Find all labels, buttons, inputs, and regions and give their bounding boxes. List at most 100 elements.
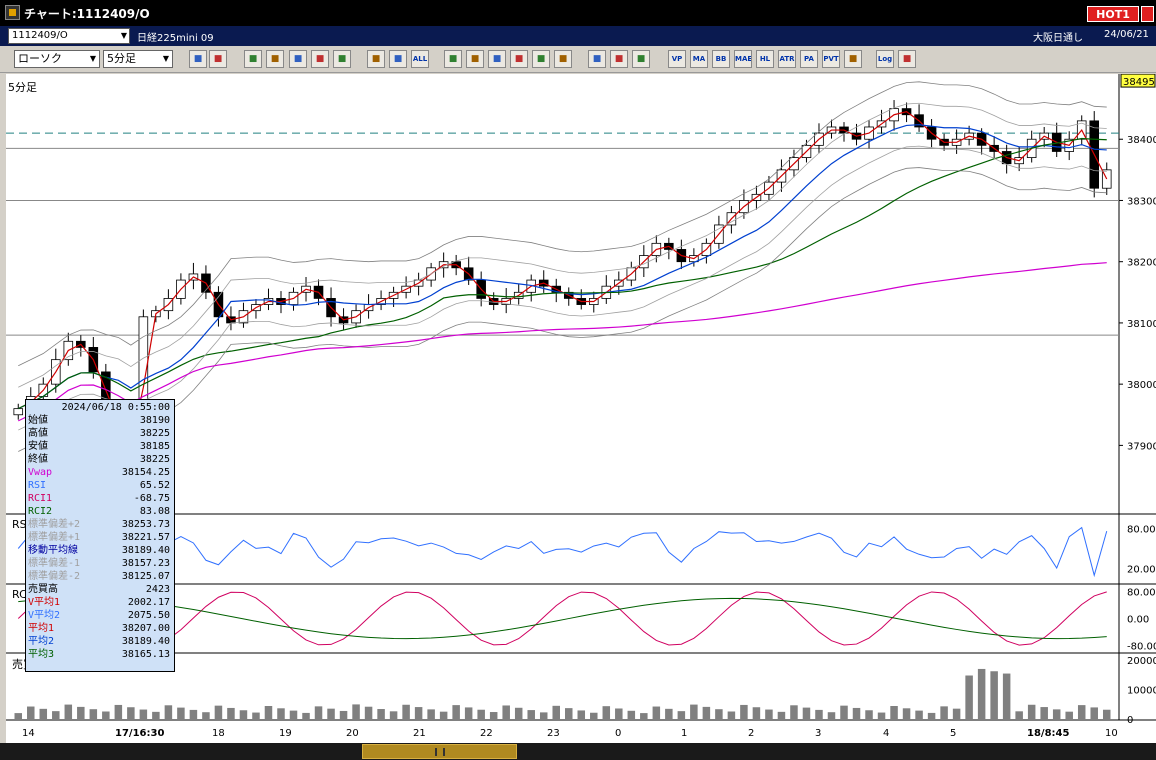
- volume-bar: [314, 706, 323, 719]
- x-tick-label: 17/16:30: [115, 728, 164, 739]
- zoom-button[interactable]: ■: [189, 50, 207, 68]
- undo-icon: ■: [514, 54, 524, 64]
- volume-bar: [740, 704, 748, 719]
- volume-bar: [239, 710, 248, 719]
- log-button[interactable]: Log: [876, 50, 894, 68]
- rsi-line: [17, 520, 1108, 578]
- time-scrollbar[interactable]: [0, 743, 1156, 760]
- market-name: 大阪日通し: [1033, 33, 1083, 44]
- tools-icon: ■: [614, 54, 624, 64]
- tools-button[interactable]: ■: [610, 50, 628, 68]
- symbol-select[interactable]: 1112409/O ▼: [8, 28, 130, 44]
- trash-button[interactable]: ■: [554, 50, 572, 68]
- pa-button[interactable]: PA: [800, 50, 818, 68]
- undo-button[interactable]: ■: [510, 50, 528, 68]
- data-window-value: 83.08: [139, 506, 170, 517]
- disabled-button[interactable]: ■: [333, 50, 351, 68]
- window-titlebar: チャート:1112409/O HOT1: [0, 0, 1156, 26]
- note-button[interactable]: ■: [532, 50, 550, 68]
- data-window-row: 安値 38185: [26, 440, 174, 453]
- data-window-row: RSI 65.52: [26, 479, 174, 492]
- volume-bar: [590, 712, 598, 719]
- volume-bar: [1052, 709, 1061, 719]
- volume-bar: [977, 668, 986, 719]
- data-window-label: 平均2: [28, 636, 55, 647]
- timeframe-select[interactable]: 5分足 ▼: [103, 50, 173, 68]
- color-button[interactable]: ■: [632, 50, 650, 68]
- indicator2-button[interactable]: ■: [389, 50, 407, 68]
- hot-button[interactable]: HOT1: [1087, 6, 1139, 22]
- data-window-value: 38189.40: [121, 545, 170, 556]
- pa-icon: PA: [804, 55, 814, 63]
- bar-chart-button[interactable]: ■: [289, 50, 307, 68]
- volume-bar: [790, 705, 798, 719]
- all-button[interactable]: ALL: [411, 50, 429, 68]
- data-window-value: 38154.25: [121, 467, 170, 478]
- crosshair-button[interactable]: ■: [209, 50, 227, 68]
- volume-bar: [114, 704, 123, 719]
- bb-icon: BB: [715, 55, 727, 63]
- price-axis: [1119, 74, 1156, 744]
- mae-button[interactable]: MAE: [734, 50, 752, 68]
- scrollbar-thumb[interactable]: [362, 744, 517, 759]
- zoom-in-button[interactable]: ■: [266, 50, 284, 68]
- chart-area[interactable]: 38400 38300 38200 38100 38000 37900 38495 80.00…: [6, 74, 1156, 744]
- data-window-row: V平均2 2075.50: [26, 609, 174, 622]
- bb-button[interactable]: BB: [712, 50, 730, 68]
- x-tick-label: 21: [413, 728, 426, 739]
- atr-button[interactable]: ATR: [778, 50, 796, 68]
- price-tick-label: 38000: [1127, 380, 1156, 391]
- volume-bar: [452, 705, 460, 719]
- data-window-label: 安値: [28, 441, 48, 452]
- symbol-code: 1112409/O: [12, 30, 68, 41]
- volume-bar: [615, 708, 623, 719]
- ma-button[interactable]: MA: [690, 50, 708, 68]
- pen-button[interactable]: ■: [444, 50, 462, 68]
- volume-bar: [64, 704, 73, 719]
- move-button[interactable]: ■: [244, 50, 262, 68]
- trash-icon: ■: [558, 54, 568, 64]
- vp-button[interactable]: VP: [668, 50, 686, 68]
- compare-button[interactable]: ■: [311, 50, 329, 68]
- volume-bar: [339, 710, 348, 719]
- volume-bar: [1015, 711, 1023, 719]
- pointer-button[interactable]: ■: [488, 50, 506, 68]
- data-window-row: Vwap 38154.25: [26, 466, 174, 479]
- zoom-icon: ■: [193, 54, 203, 64]
- pvt-button[interactable]: PVT: [822, 50, 840, 68]
- export-button[interactable]: ■: [898, 50, 916, 68]
- frame-button[interactable]: ■: [844, 50, 862, 68]
- chart-canvas[interactable]: 38400 38300 38200 38100 38000 37900 38495 80.00…: [6, 74, 1156, 744]
- line-tool-button[interactable]: ■: [466, 50, 484, 68]
- x-tick-label: 22: [480, 728, 493, 739]
- volume-bar: [402, 704, 410, 719]
- close-button[interactable]: [1141, 6, 1154, 22]
- settings-button[interactable]: ■: [588, 50, 606, 68]
- data-window-value: 38225: [139, 428, 170, 439]
- volume-bar: [752, 707, 761, 719]
- crosshair-icon: ■: [213, 54, 223, 64]
- data-window-label: 平均1: [28, 623, 55, 634]
- data-window-label: 高値: [28, 428, 48, 439]
- volume-bar: [227, 707, 235, 719]
- volume-bar: [565, 708, 573, 719]
- indicator-button[interactable]: ■: [367, 50, 385, 68]
- volume-bar: [539, 712, 548, 719]
- hl-button[interactable]: HL: [756, 50, 774, 68]
- volume-bar: [439, 711, 448, 719]
- data-window-value: 2423: [145, 584, 170, 595]
- current-date: 24/06/21: [1104, 29, 1149, 40]
- volume-bar: [702, 706, 711, 719]
- chart-type-select[interactable]: ローソク ▼: [14, 50, 100, 68]
- volume-bar: [27, 706, 35, 719]
- data-window-value: 38185: [139, 441, 170, 452]
- disabled-icon: ■: [337, 54, 347, 64]
- x-tick-label: 5: [950, 728, 956, 739]
- volume-bar: [577, 710, 586, 719]
- data-window-row: 平均3 38165.13: [26, 648, 174, 661]
- data-window-label: 平均3: [28, 649, 55, 660]
- chart-type-value: ローソク: [18, 52, 62, 65]
- volume-bar: [1002, 673, 1011, 719]
- volume-bar: [665, 708, 673, 719]
- log-icon: Log: [877, 55, 893, 63]
